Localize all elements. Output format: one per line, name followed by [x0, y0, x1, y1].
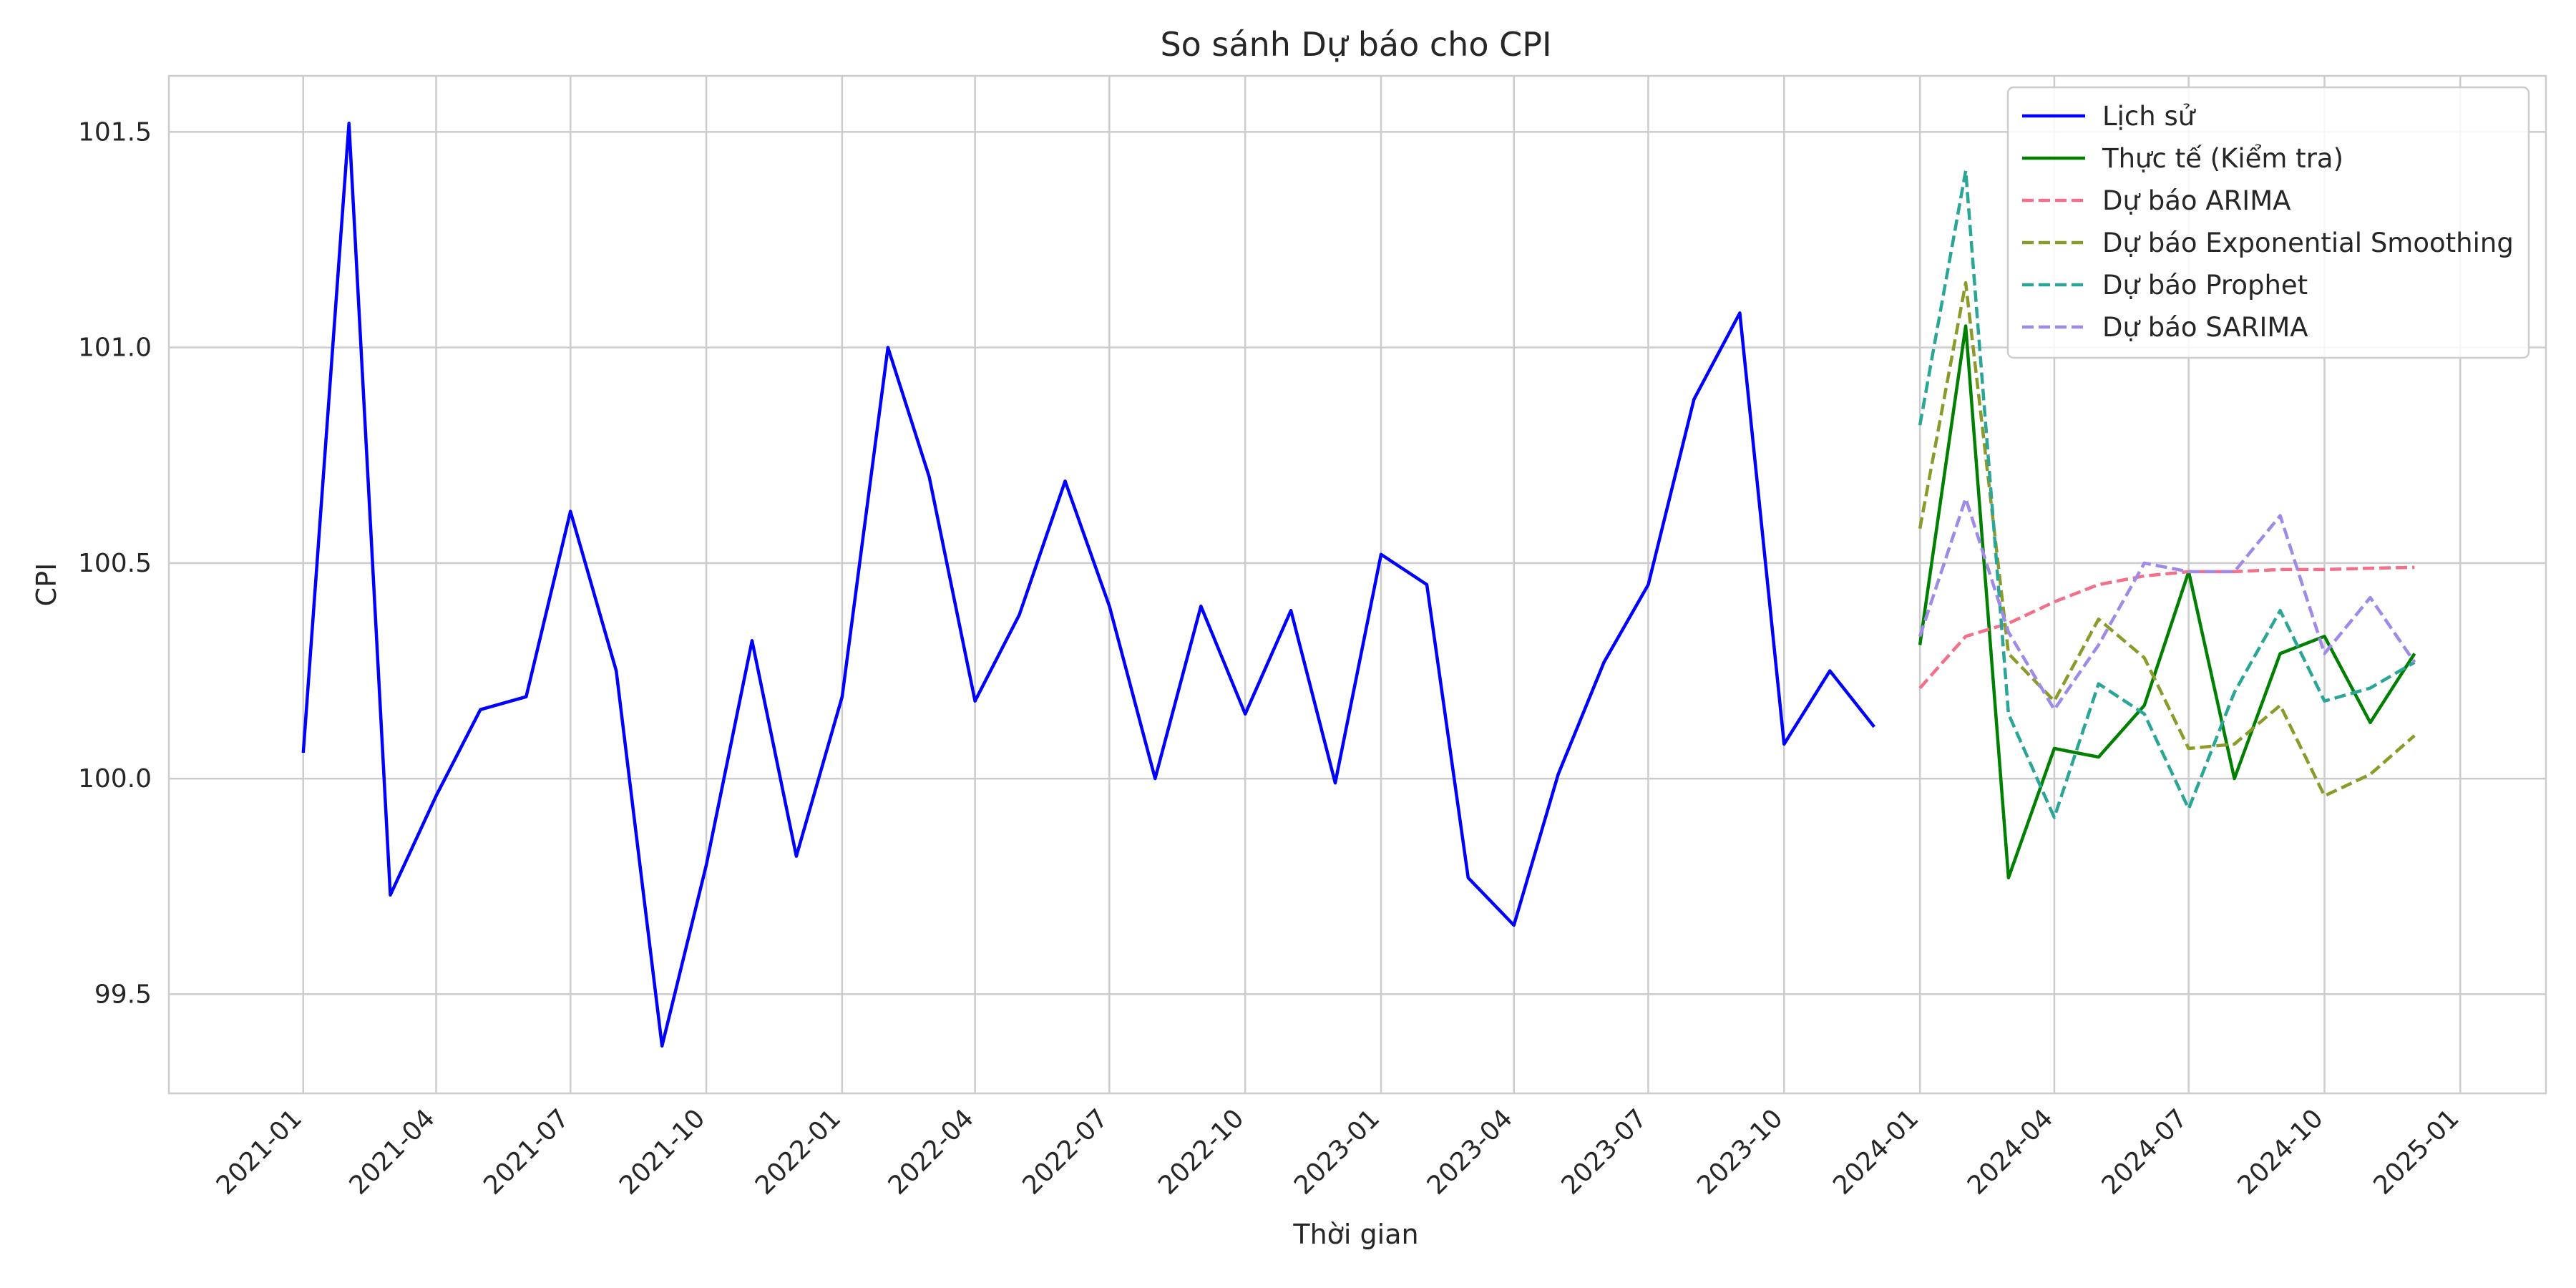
- legend-label: Thực tế (Kiểm tra): [2102, 143, 2343, 174]
- series-line: [1918, 169, 2416, 819]
- gridlines: [169, 76, 2546, 1093]
- series-line: [1918, 497, 2416, 711]
- legend: Lịch sử Thực tế (Kiểm tra) Dự báo ARIMA Dự …: [2006, 86, 2530, 359]
- y-axis-label: CPI: [31, 563, 62, 607]
- series-line: [1918, 324, 2416, 879]
- y-axis-tick-labels: 99.5 100.0 100.5 101.0 101.5: [78, 117, 152, 1009]
- chart-title: So sánh Dự báo cho CPI: [1160, 25, 1551, 64]
- x-axis-label: Thời gian: [1292, 1219, 1418, 1250]
- y-tick-label: 99.5: [94, 980, 152, 1009]
- legend-label: Dự báo Exponential Smoothing: [2102, 228, 2514, 258]
- legend-label: Dự báo SARIMA: [2102, 312, 2308, 343]
- y-tick-label: 100.5: [78, 549, 152, 578]
- y-tick-label: 101.5: [78, 117, 152, 147]
- series-line: [301, 122, 1875, 1048]
- legend-label: Lịch sử: [2102, 101, 2197, 132]
- legend-label: Dự báo ARIMA: [2102, 185, 2290, 216]
- y-tick-label: 100.0: [78, 764, 152, 794]
- series-layer: [301, 122, 2416, 1048]
- legend-frame: [2006, 86, 2530, 359]
- series-line: [1918, 280, 2416, 798]
- legend-label: Dự báo Prophet: [2102, 270, 2308, 301]
- plot-area-border: [167, 74, 2547, 1095]
- y-tick-label: 101.0: [78, 333, 152, 363]
